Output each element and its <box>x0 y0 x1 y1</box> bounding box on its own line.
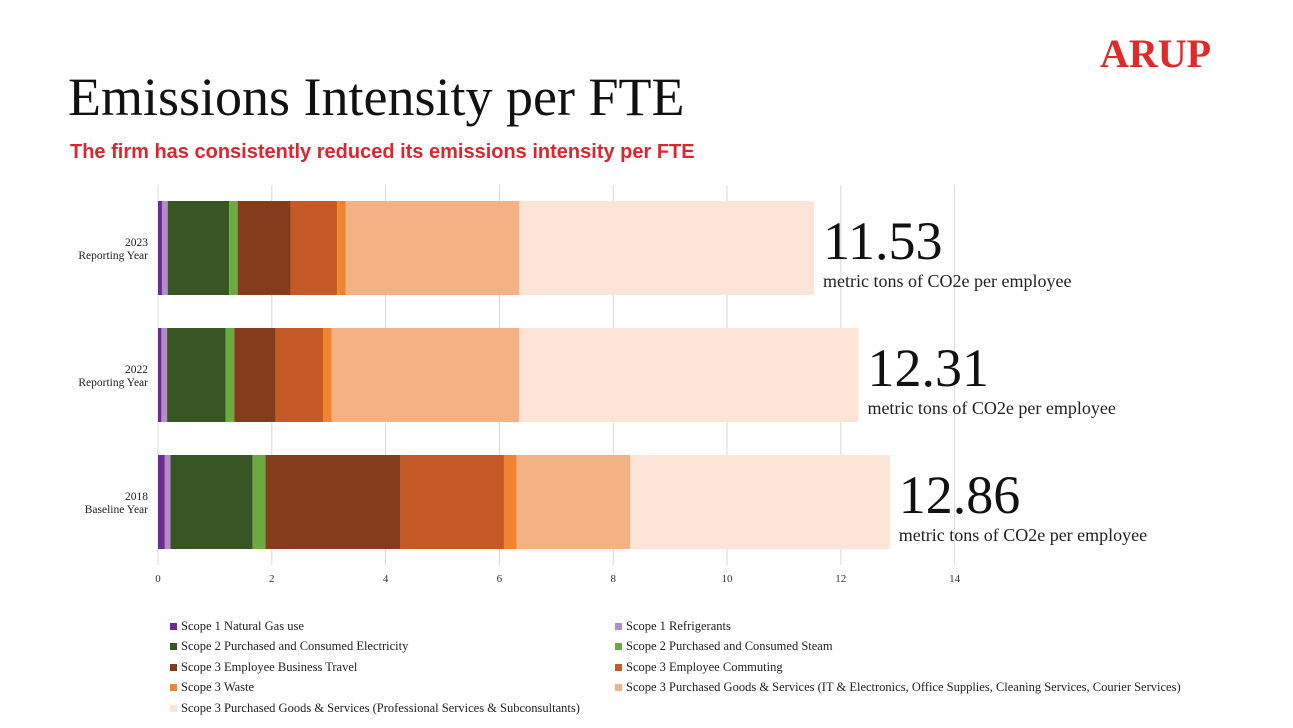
bar-segment <box>237 201 291 295</box>
y-category-label: Reporting Year <box>78 377 148 389</box>
x-tick-label: 8 <box>610 573 616 585</box>
bar-segment <box>630 455 890 549</box>
bar-segment <box>519 201 815 295</box>
legend-item: Scope 1 Refrigerants <box>615 618 1270 635</box>
bar-segment <box>252 455 266 549</box>
bar-segment <box>290 201 338 295</box>
legend-item: Scope 1 Natural Gas use <box>170 618 615 635</box>
legend-label: Scope 1 Refrigerants <box>626 618 731 633</box>
bar-segment <box>167 328 226 422</box>
x-tick-label: 0 <box>155 573 161 585</box>
chart-legend: Scope 1 Natural Gas use Scope 1 Refrigera… <box>170 618 1270 717</box>
bar-segment <box>170 455 253 549</box>
bar-segment <box>503 455 517 549</box>
total-unit-label: metric tons of CO2e per employee <box>823 271 1071 291</box>
x-tick-label: 14 <box>949 573 961 585</box>
y-category-label: 2022 <box>125 364 148 376</box>
bar-segment <box>164 455 171 549</box>
bar-segment <box>161 328 168 422</box>
legend-swatch <box>170 663 177 671</box>
bar-segment <box>161 201 168 295</box>
legend-item: Scope 3 Employee Commuting <box>615 659 1270 676</box>
bar-segment <box>516 455 631 549</box>
bar-segment <box>265 455 401 549</box>
total-value-label: 12.31 <box>867 338 989 398</box>
legend-item: Scope 3 Waste <box>170 680 615 697</box>
y-category-label: 2023 <box>125 237 148 249</box>
bar-segment <box>158 328 162 422</box>
total-value-label: 12.86 <box>899 465 1021 525</box>
legend-label: Scope 3 Employee Business Travel <box>181 659 358 674</box>
legend-label: Scope 1 Natural Gas use <box>181 618 304 633</box>
legend-label: Scope 2 Purchased and Consumed Steam <box>626 639 833 654</box>
total-unit-label: metric tons of CO2e per employee <box>899 525 1147 545</box>
legend-swatch <box>170 684 177 692</box>
legend-item: Scope 2 Purchased and Consumed Steam <box>615 639 1270 656</box>
bar-segment <box>275 328 324 422</box>
legend-swatch <box>170 622 177 630</box>
arup-logo: ARUP <box>1100 31 1212 76</box>
total-value-label: 11.53 <box>823 211 943 271</box>
legend-swatch <box>170 704 177 712</box>
x-tick-label: 4 <box>383 573 389 585</box>
bar-segment <box>345 201 520 295</box>
bar-segment <box>331 328 520 422</box>
bar-segment <box>337 201 346 295</box>
y-category-label: Reporting Year <box>78 250 148 262</box>
bar-segment <box>323 328 332 422</box>
legend-swatch <box>615 663 622 671</box>
legend-item: Scope 3 Employee Business Travel <box>170 659 615 676</box>
bar-segment <box>158 455 165 549</box>
bar-segment <box>234 328 276 422</box>
bar-segment <box>519 328 859 422</box>
total-unit-label: metric tons of CO2e per employee <box>867 398 1115 418</box>
bar-segment <box>229 201 238 295</box>
legend-label: Scope 3 Waste <box>181 680 255 695</box>
x-tick-label: 6 <box>497 573 503 585</box>
y-category-label: 2018 <box>125 491 148 503</box>
y-category-label: Baseline Year <box>85 504 148 516</box>
bar-segment <box>167 201 230 295</box>
x-tick-label: 12 <box>835 573 846 585</box>
legend-item: Scope 3 Purchased Goods & Services (Prof… <box>170 700 615 717</box>
bar-segment <box>400 455 504 549</box>
page-subtitle: The firm has consistently reduced its em… <box>70 141 695 163</box>
legend-item: Scope 2 Purchased and Consumed Electrici… <box>170 639 615 656</box>
x-tick-label: 2 <box>269 573 275 585</box>
page-title: Emissions Intensity per FTE <box>68 67 685 127</box>
legend-label: Scope 2 Purchased and Consumed Electrici… <box>181 639 409 654</box>
x-tick-label: 10 <box>722 573 734 585</box>
bar-segment <box>225 328 235 422</box>
bar-segment <box>158 201 162 295</box>
legend-label: Scope 3 Purchased Goods & Services (IT &… <box>626 680 1181 695</box>
legend-item: Scope 3 Purchased Goods & Services (IT &… <box>615 680 1270 697</box>
legend-swatch <box>615 622 622 630</box>
legend-swatch <box>615 643 622 651</box>
legend-swatch <box>170 643 177 651</box>
legend-label: Scope 3 Employee Commuting <box>626 659 783 674</box>
legend-swatch <box>615 684 622 692</box>
legend-label: Scope 3 Purchased Goods & Services (Prof… <box>181 700 580 715</box>
